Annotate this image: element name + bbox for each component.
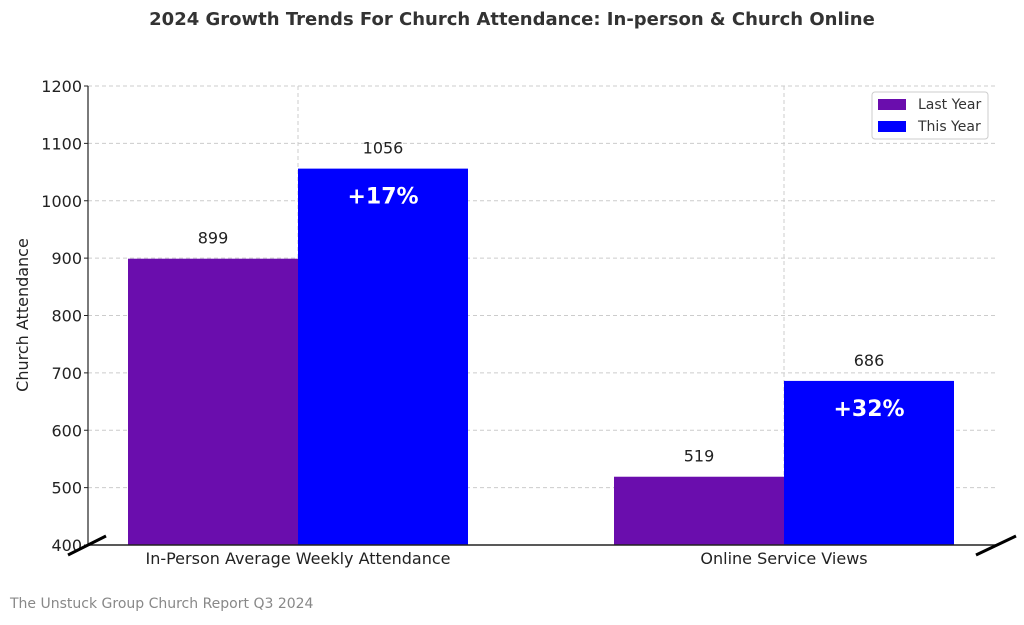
- legend-swatch-last-year: [878, 99, 906, 110]
- y-tick-label: 1000: [41, 192, 82, 211]
- x-tick-label: In-Person Average Weekly Attendance: [145, 549, 450, 568]
- axis-break-mark: [975, 534, 1017, 557]
- y-tick-label: 600: [51, 421, 82, 440]
- axes: 400 500 600 700 800 900 1000 1100 1200 In-Person …: [41, 77, 1017, 568]
- bar-this-year: [298, 168, 468, 545]
- y-tick-label: 700: [51, 364, 82, 383]
- y-tick-label: 400: [51, 536, 82, 555]
- data-label: 686: [854, 351, 885, 370]
- data-label: 899: [198, 229, 229, 248]
- data-label: 519: [684, 447, 715, 466]
- growth-annotation: +32%: [833, 397, 904, 422]
- y-tick-label: 1200: [41, 77, 82, 96]
- legend-swatch-this-year: [878, 121, 906, 132]
- bars: 899 519 1056 +17% 686 +32%: [128, 139, 954, 545]
- x-tick-label: Online Service Views: [700, 549, 867, 568]
- y-tick-label: 900: [51, 249, 82, 268]
- footnote: The Unstuck Group Church Report Q3 2024: [9, 596, 314, 612]
- y-tick-label: 1100: [41, 134, 82, 153]
- y-axis-label: Church Attendance: [13, 238, 32, 392]
- data-label: 1056: [363, 139, 404, 158]
- y-tick-label: 800: [51, 307, 82, 326]
- y-tick-label: 500: [51, 479, 82, 498]
- bar-last-year: [128, 258, 298, 545]
- bar-this-year: [784, 380, 954, 545]
- growth-annotation: +17%: [347, 185, 418, 210]
- legend: Last Year This Year: [871, 91, 989, 140]
- bar-last-year: [614, 476, 784, 545]
- legend-label-this-year: This Year: [917, 119, 981, 135]
- axis-break-mark: [67, 534, 107, 557]
- legend-label-last-year: Last Year: [918, 97, 981, 113]
- chart-title: 2024 Growth Trends For Church Attendance…: [149, 9, 875, 30]
